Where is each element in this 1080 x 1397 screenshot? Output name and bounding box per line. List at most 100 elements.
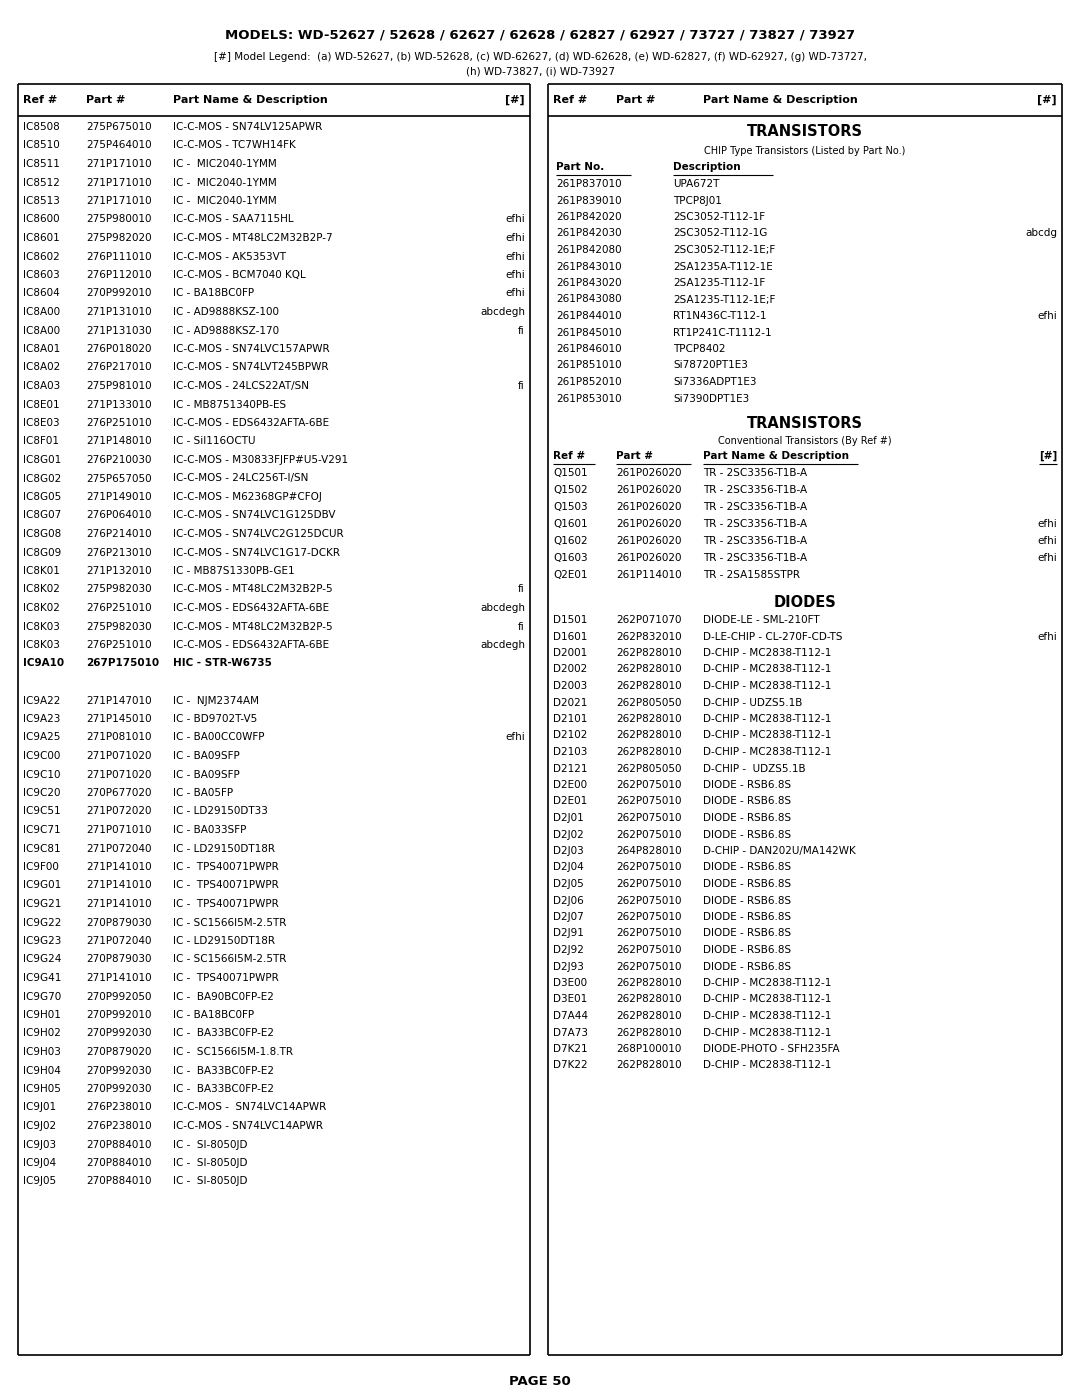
Text: IC -  TPS40071PWPR: IC - TPS40071PWPR: [173, 972, 279, 983]
Text: D2J91: D2J91: [553, 929, 584, 939]
Text: 262P075010: 262P075010: [616, 929, 681, 939]
Text: DIODE - RSB6.8S: DIODE - RSB6.8S: [703, 895, 792, 905]
Text: D2J04: D2J04: [553, 862, 584, 873]
Text: D2J92: D2J92: [553, 944, 584, 956]
Text: 261P026020: 261P026020: [616, 485, 681, 495]
Text: 261P846010: 261P846010: [556, 344, 622, 353]
Text: IC -  BA90BC0FP-E2: IC - BA90BC0FP-E2: [173, 992, 274, 1002]
Text: IC - Sil116OCTU: IC - Sil116OCTU: [173, 436, 256, 447]
Text: IC-C-MOS - M30833FJFP#U5-V291: IC-C-MOS - M30833FJFP#U5-V291: [173, 455, 348, 465]
Text: IC - BA09SFP: IC - BA09SFP: [173, 752, 240, 761]
Text: 270P884010: 270P884010: [86, 1158, 151, 1168]
Text: D1601: D1601: [553, 631, 588, 641]
Text: TR - 2SC3356-T1B-A: TR - 2SC3356-T1B-A: [703, 502, 807, 511]
Text: IC8K01: IC8K01: [23, 566, 59, 576]
Text: D2J07: D2J07: [553, 912, 584, 922]
Text: IC8602: IC8602: [23, 251, 59, 261]
Text: D-CHIP - MC2838-T112-1: D-CHIP - MC2838-T112-1: [703, 1060, 832, 1070]
Text: 270P992030: 270P992030: [86, 1066, 151, 1076]
Text: IC - MB8751340PB-ES: IC - MB8751340PB-ES: [173, 400, 286, 409]
Text: Part Name & Description: Part Name & Description: [173, 95, 327, 105]
Text: D7A44: D7A44: [553, 1011, 588, 1021]
Text: DIODE - RSB6.8S: DIODE - RSB6.8S: [703, 813, 792, 823]
Text: 276P251010: 276P251010: [86, 604, 151, 613]
Text: D-LE-CHIP - CL-270F-CD-TS: D-LE-CHIP - CL-270F-CD-TS: [703, 631, 842, 641]
Text: IC -  SC1566I5M-1.8.TR: IC - SC1566I5M-1.8.TR: [173, 1046, 293, 1058]
Text: 2SC3052-T112-1F: 2SC3052-T112-1F: [673, 212, 765, 222]
Text: IC8508: IC8508: [23, 122, 59, 131]
Text: Q1502: Q1502: [553, 485, 588, 495]
Text: TR - 2SC3356-T1B-A: TR - 2SC3356-T1B-A: [703, 520, 807, 529]
Text: 276P251010: 276P251010: [86, 418, 151, 427]
Text: 262P828010: 262P828010: [616, 1028, 681, 1038]
Text: D-CHIP - MC2838-T112-1: D-CHIP - MC2838-T112-1: [703, 731, 832, 740]
Text: Ref #: Ref #: [553, 451, 585, 461]
Text: D2E00: D2E00: [553, 780, 588, 789]
Text: IC9C81: IC9C81: [23, 844, 60, 854]
Text: Ref #: Ref #: [553, 95, 588, 105]
Text: 270P992010: 270P992010: [86, 1010, 151, 1020]
Text: IC8600: IC8600: [23, 215, 59, 225]
Text: IC8E03: IC8E03: [23, 418, 59, 427]
Text: D-CHIP - DAN202U/MA142WK: D-CHIP - DAN202U/MA142WK: [703, 847, 855, 856]
Text: 276P210030: 276P210030: [86, 455, 151, 465]
Text: D-CHIP -  UDZS5.1B: D-CHIP - UDZS5.1B: [703, 764, 806, 774]
Text: D2102: D2102: [553, 731, 588, 740]
Text: 271P072040: 271P072040: [86, 936, 151, 946]
Text: TR - 2SC3356-T1B-A: TR - 2SC3356-T1B-A: [703, 536, 807, 546]
Text: 275P657050: 275P657050: [86, 474, 151, 483]
Text: IC8K02: IC8K02: [23, 604, 59, 613]
Text: DIODE - RSB6.8S: DIODE - RSB6.8S: [703, 780, 792, 789]
Text: 270P879030: 270P879030: [86, 918, 151, 928]
Text: Part Name & Description: Part Name & Description: [703, 451, 849, 461]
Text: 262P828010: 262P828010: [616, 665, 681, 675]
Text: 275P464010: 275P464010: [86, 141, 151, 151]
Text: 262P075010: 262P075010: [616, 813, 681, 823]
Text: 262P828010: 262P828010: [616, 1060, 681, 1070]
Text: 261P845010: 261P845010: [556, 327, 622, 338]
Text: Part #: Part #: [86, 95, 125, 105]
Text: 270P992030: 270P992030: [86, 1028, 151, 1038]
Text: 271P141010: 271P141010: [86, 862, 151, 872]
Text: D2J05: D2J05: [553, 879, 584, 888]
Text: IC8603: IC8603: [23, 270, 59, 279]
Text: 262P075010: 262P075010: [616, 796, 681, 806]
Text: 261P837010: 261P837010: [556, 179, 622, 189]
Text: 275P980010: 275P980010: [86, 215, 151, 225]
Text: 262P828010: 262P828010: [616, 747, 681, 757]
Text: TPCP8402: TPCP8402: [673, 344, 726, 353]
Text: D1501: D1501: [553, 615, 588, 624]
Text: efhi: efhi: [505, 732, 525, 742]
Text: IC - AD9888KSZ-100: IC - AD9888KSZ-100: [173, 307, 279, 317]
Text: 271P141010: 271P141010: [86, 880, 151, 890]
Text: 276P064010: 276P064010: [86, 510, 151, 521]
Text: efhi: efhi: [505, 233, 525, 243]
Text: D2J06: D2J06: [553, 895, 584, 905]
Text: 271P071020: 271P071020: [86, 752, 151, 761]
Text: TR - 2SA1585STPR: TR - 2SA1585STPR: [703, 570, 800, 580]
Text: IC - MB87S1330PB-GE1: IC - MB87S1330PB-GE1: [173, 566, 295, 576]
Text: Q1603: Q1603: [553, 553, 588, 563]
Text: IC - BA09SFP: IC - BA09SFP: [173, 770, 240, 780]
Text: IC9A25: IC9A25: [23, 732, 60, 742]
Text: IC-C-MOS - BCM7040 KQL: IC-C-MOS - BCM7040 KQL: [173, 270, 306, 279]
Text: IC-C-MOS - SN74LVC1G125DBV: IC-C-MOS - SN74LVC1G125DBV: [173, 510, 336, 521]
Text: IC8K03: IC8K03: [23, 622, 59, 631]
Text: 271P147010: 271P147010: [86, 696, 151, 705]
Text: 270P884010: 270P884010: [86, 1140, 151, 1150]
Text: (h) WD-73827, (i) WD-73927: (h) WD-73827, (i) WD-73927: [465, 67, 615, 77]
Text: IC-C-MOS - M62368GP#CFOJ: IC-C-MOS - M62368GP#CFOJ: [173, 492, 322, 502]
Text: IC-C-MOS - 24LC256T-I/SN: IC-C-MOS - 24LC256T-I/SN: [173, 474, 309, 483]
Text: DIODE - RSB6.8S: DIODE - RSB6.8S: [703, 879, 792, 888]
Text: DIODE - RSB6.8S: DIODE - RSB6.8S: [703, 929, 792, 939]
Text: abcdegh: abcdegh: [480, 640, 525, 650]
Text: IC8A00: IC8A00: [23, 326, 60, 335]
Text: D-CHIP - MC2838-T112-1: D-CHIP - MC2838-T112-1: [703, 680, 832, 692]
Text: DIODE - RSB6.8S: DIODE - RSB6.8S: [703, 961, 792, 971]
Text: IC9G22: IC9G22: [23, 918, 62, 928]
Text: 275P982020: 275P982020: [86, 233, 151, 243]
Text: 261P844010: 261P844010: [556, 312, 622, 321]
Text: Si78720PT1E3: Si78720PT1E3: [673, 360, 747, 370]
Text: IC-C-MOS - MT48LC2M32B2P-5: IC-C-MOS - MT48LC2M32B2P-5: [173, 622, 333, 631]
Text: IC8K03: IC8K03: [23, 640, 59, 650]
